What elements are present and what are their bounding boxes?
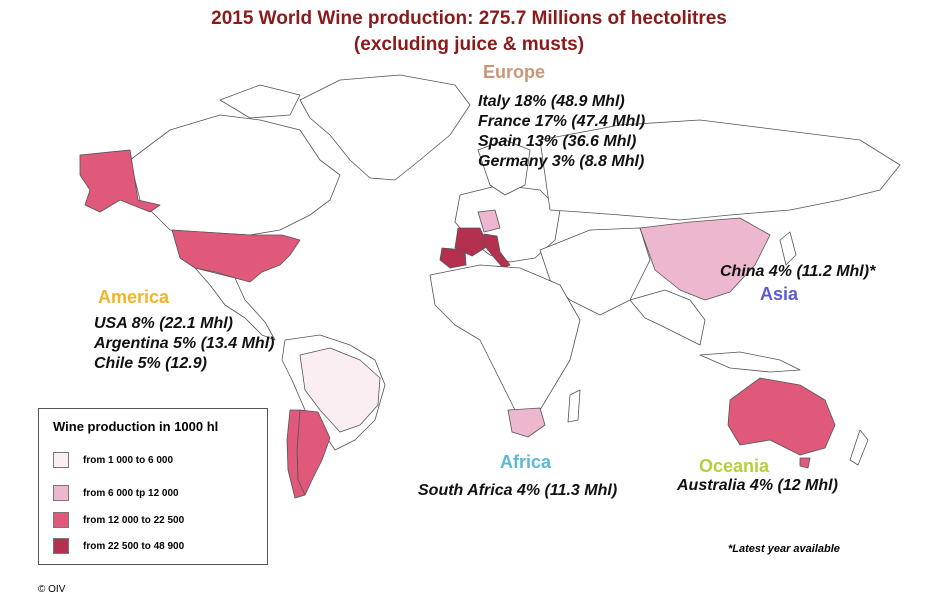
legend-title: Wine production in 1000 hl: [53, 419, 219, 434]
legend-item-label: from 6 000 tp 12 000: [83, 487, 179, 499]
russia-shape: [539, 119, 901, 221]
legend-swatch: [53, 512, 69, 528]
africa-shape: [429, 264, 581, 421]
map-title-line1: 2015 World Wine production: 275.7 Millio…: [211, 8, 727, 29]
europe-stats: Italy 18% (48.9 Mhl) France 17% (47.4 Mh…: [478, 92, 645, 172]
stat-chile: Chile 5% (12.9): [94, 355, 207, 372]
france-shape: [454, 227, 489, 257]
stat-south-africa: South Africa 4% (11.3 Mhl): [418, 482, 618, 499]
america-stats: USA 8% (22.1 Mhl) Argentina 5% (13.4 Mhl…: [94, 314, 274, 374]
germany-shape: [477, 209, 501, 233]
stat-spain: Spain 13% (36.6 Mhl): [478, 133, 637, 150]
legend-item: from 22 500 to 48 900: [53, 537, 184, 555]
region-label-asia: Asia: [760, 284, 799, 304]
south-asia-shape: [629, 289, 706, 346]
australia-shape: [727, 377, 836, 456]
footnote: *Latest year available: [728, 543, 840, 555]
canada-shape: [129, 114, 341, 236]
spain-shape: [439, 247, 467, 269]
stat-china: China 4% (11.2 Mhl)*: [720, 263, 876, 280]
madagascar-shape: [567, 389, 581, 423]
japan-shape: [779, 231, 797, 266]
tasmania-shape: [799, 457, 811, 469]
legend-swatch: [53, 485, 69, 501]
legend-item-label: from 1 000 to 6 000: [83, 454, 174, 466]
legend-item: from 6 000 tp 12 000: [53, 484, 179, 502]
greenland-shape: [299, 74, 471, 181]
usa-shape: [171, 229, 301, 283]
arctic-islands-shape: [219, 84, 301, 119]
chile-shape: [286, 409, 306, 499]
stat-argentina: Argentina 5% (13.4 Mhl): [94, 335, 275, 352]
stat-france: France 17% (47.4 Mhl): [478, 113, 646, 130]
stat-germany: Germany 3% (8.8 Mhl): [478, 153, 645, 170]
copyright: © OIV: [38, 584, 66, 595]
map-title-line2: (excluding juice & musts): [353, 34, 585, 55]
legend: Wine production in 1000 hl from 1 000 to…: [38, 408, 268, 565]
region-label-europe: Europe: [483, 62, 546, 82]
legend-item: from 1 000 to 6 000: [53, 451, 173, 469]
legend-swatch: [53, 538, 69, 554]
scandinavia-shape: [477, 139, 531, 196]
legend-item: from 12 000 to 22 500: [53, 511, 184, 529]
new-zealand-shape: [849, 429, 869, 466]
region-label-africa: Africa: [500, 452, 552, 472]
mexico-shape: [194, 267, 276, 341]
region-label-oceania: Oceania: [699, 456, 770, 476]
brazil-shape: [299, 347, 381, 433]
indonesia-shape: [699, 351, 801, 373]
china-shape: [639, 217, 771, 301]
stat-italy: Italy 18% (48.9 Mhl): [478, 93, 625, 110]
legend-item-label: from 12 000 to 22 500: [83, 514, 185, 526]
legend-item-label: from 22 500 to 48 900: [83, 540, 185, 552]
stat-australia: Australia 4% (12 Mhl): [677, 477, 838, 494]
region-label-america: America: [98, 287, 170, 307]
legend-swatch: [53, 452, 69, 468]
italy-shape: [483, 233, 511, 269]
stat-usa: USA 8% (22.1 Mhl): [94, 315, 233, 332]
alaska-shape: [79, 149, 161, 213]
south-africa-shape: [507, 407, 546, 438]
